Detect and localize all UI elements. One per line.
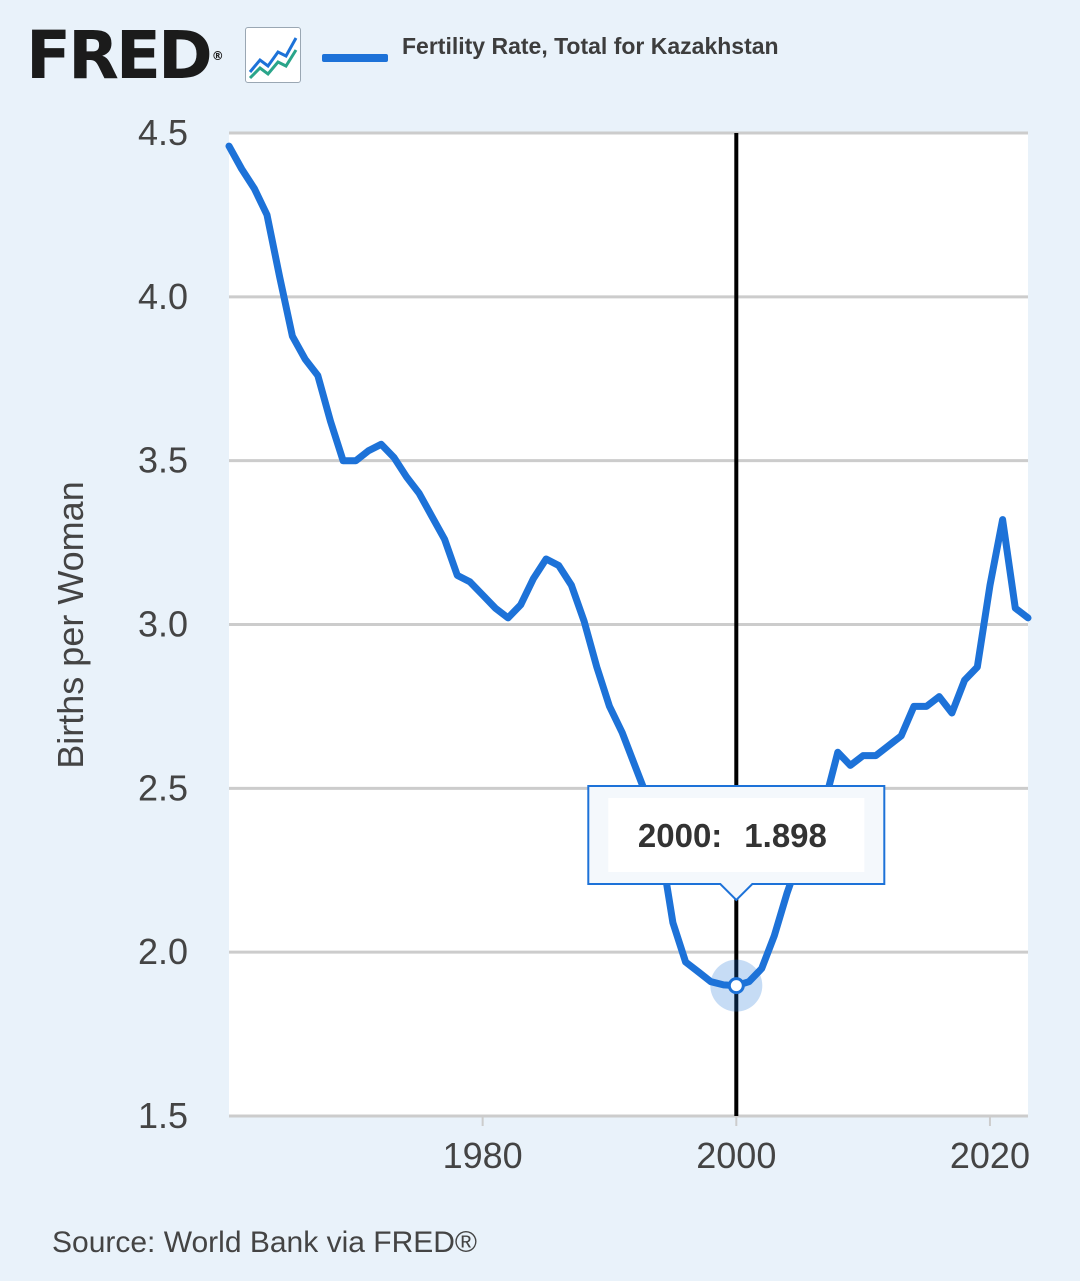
y-axis-ticks: 1.5 2.0 2.5 3.0 3.5 4.0 4.5 — [138, 112, 188, 1136]
fred-logo[interactable]: FRED ® — [26, 17, 224, 94]
tooltip-inner — [608, 798, 865, 872]
legend-label: Fertility Rate, Total for Kazakhstan — [402, 33, 779, 59]
y-tick-label: 2.0 — [138, 931, 188, 972]
chart-line-icon[interactable] — [245, 27, 301, 83]
x-axis-ticks: 1980 2000 2020 — [443, 1116, 1030, 1176]
series-line — [225, 142, 1032, 990]
source-note: Source: World Bank via FRED® — [52, 1226, 478, 1259]
y-tick-label: 4.0 — [138, 276, 188, 317]
x-tick-label: 2000 — [696, 1135, 776, 1176]
highlight-point — [727, 977, 745, 995]
legend-swatch — [322, 54, 388, 62]
tooltip-label: 2000: — [638, 817, 722, 854]
y-tick-label: 3.0 — [138, 604, 188, 645]
grid-lines — [229, 131, 1028, 1118]
y-tick-label: 1.5 — [138, 1095, 188, 1136]
chart-header: FRED ® Fertility Rate, Total for Kazakhst… — [0, 0, 1080, 110]
line-chart[interactable]: 1.5 2.0 2.5 3.0 3.5 4.0 4.5 1980 2000 2020 Birth… — [0, 0, 1080, 1210]
y-tick-label: 4.5 — [138, 112, 188, 153]
x-tick-label: 1980 — [443, 1135, 523, 1176]
highlight-marker[interactable] — [710, 959, 763, 1012]
y-tick-label: 2.5 — [138, 767, 188, 808]
y-tick-label: 3.5 — [138, 440, 188, 481]
tooltip-value: 1.898 — [744, 817, 827, 854]
x-tick-label: 2020 — [950, 1135, 1030, 1176]
tooltip: 2000: 1.898 — [587, 785, 886, 902]
y-axis-label: Births per Woman — [50, 481, 91, 768]
series-layer — [225, 142, 1032, 990]
